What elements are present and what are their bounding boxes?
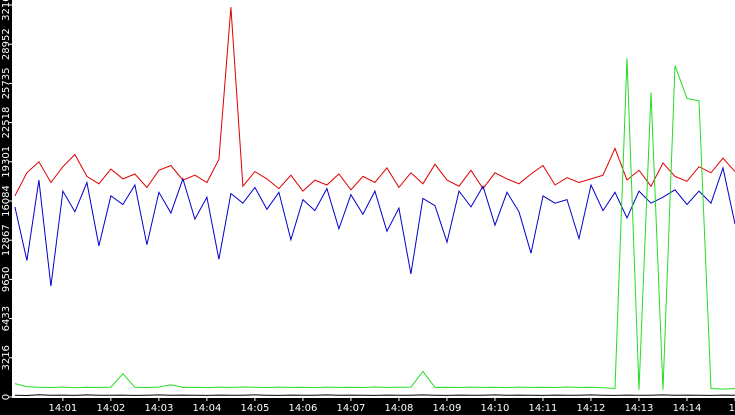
x-tick-label: 14 [729,403,735,414]
y-tick-label: 28952 [1,28,12,60]
y-tick-label: 25735 [1,67,12,99]
x-tick-label: 14:02 [96,403,125,414]
x-tick-label: 14:07 [337,403,366,414]
x-tick-label: 14:10 [481,403,510,414]
series-line [14,7,735,197]
x-tick-label: 14:08 [385,403,414,414]
y-tick-label: 22518 [1,107,12,139]
x-tick-label: 14:06 [289,403,318,414]
series-line [14,394,735,397]
x-tick-label: 14:04 [192,403,221,414]
y-tick-label: 32169 [1,0,12,21]
y-tick-label: 0 [1,394,12,400]
series-line [14,58,735,390]
x-tick-label: 14:05 [241,403,270,414]
y-tick-label: 16084 [1,185,12,217]
x-tick-label: 14:09 [433,403,462,414]
y-axis-strip [0,0,12,415]
x-tick-label: 14:12 [577,403,606,414]
x-tick-label: 14:03 [144,403,173,414]
y-tick-label: 9650 [1,267,12,292]
y-tick-label: 19301 [1,146,12,178]
x-tick-label: 14:11 [529,403,558,414]
y-tick-label: 12867 [1,224,12,256]
y-tick-label: 6433 [1,306,12,331]
y-tick-label: 3216 [1,345,12,370]
x-tick-label: 14:13 [625,403,654,414]
x-tick-label: 14:14 [673,403,702,414]
x-axis-strip [0,398,735,415]
x-tick-label: 14:01 [48,403,77,414]
series-line [14,166,735,287]
